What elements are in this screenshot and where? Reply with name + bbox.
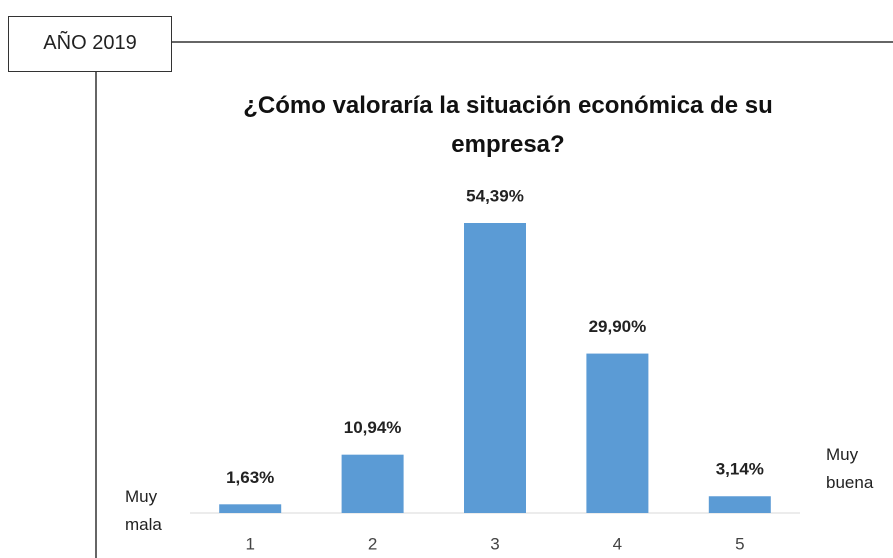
bar: [341, 454, 404, 513]
annotation: Muy buena: [826, 445, 874, 492]
x-tick-label: 4: [613, 534, 622, 553]
x-tick-label: 2: [368, 534, 377, 553]
x-tick-label: 5: [735, 534, 744, 553]
chart-title: ¿Cómo valoraría la situación económica d…: [243, 92, 773, 158]
data-label: 29,90%: [589, 317, 647, 336]
bar: [219, 504, 282, 513]
year-tag: AÑO 2019: [8, 16, 172, 72]
data-label: 3,14%: [716, 460, 764, 479]
bar: [464, 223, 526, 513]
x-tick-label: 3: [490, 534, 499, 553]
x-tick-label: 1: [245, 534, 254, 553]
bar: [586, 353, 649, 513]
data-label: 54,39%: [466, 186, 524, 205]
data-label: 10,94%: [344, 418, 402, 437]
annotation: Muy mala: [125, 487, 162, 534]
bar: [708, 496, 771, 513]
data-label: 1,63%: [226, 468, 274, 487]
